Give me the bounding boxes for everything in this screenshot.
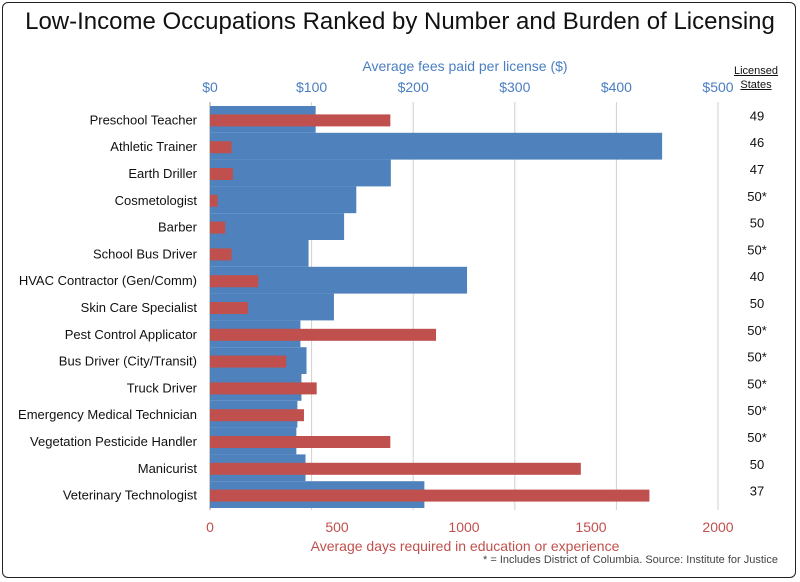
category-label: Athletic Trainer [110,139,197,154]
category-label: Cosmetologist [115,193,198,208]
licensed-states-value: 49 [750,108,764,123]
category-label: Truck Driver [127,380,198,395]
licensed-states-header: Licensed States [728,64,784,92]
category-label: Veterinary Technologist [63,488,198,503]
category-label: HVAC Contractor (Gen/Comm) [19,273,197,288]
licensed-states-value: 50 [750,296,764,311]
category-label: Emergency Medical Technician [18,407,197,422]
category-label: Earth Driller [128,166,197,181]
licensed-states-header-line1: Licensed [733,65,779,77]
days-bar [210,194,218,207]
top-axis-label: Average fees paid per license ($) [362,58,568,74]
days-bar [210,275,259,288]
days-bar [210,489,650,502]
bottom-axis-label: Average days required in education or ex… [310,538,620,554]
days-bar [210,114,391,127]
licensed-states-value: 47 [750,162,764,177]
source-note: * = Includes District of Columbia. Sourc… [483,554,778,566]
top-tick-label: $200 [398,79,429,95]
fees-bar [210,186,357,214]
licensed-states-value: 50* [747,430,767,445]
days-bar [210,141,232,154]
days-bar [210,409,304,422]
bottom-tick-label: 500 [325,519,349,535]
category-label: Manicurist [138,461,198,476]
top-axis-ticks: $0 $100 $200 $300 $400 $500 [202,79,734,95]
days-bar [210,248,232,261]
category-label: Barber [158,220,198,235]
days-bar [210,462,581,475]
top-tick-label: $400 [601,79,632,95]
category-label: Bus Driver (City/Transit) [59,354,197,369]
top-tick-label: $0 [202,79,218,95]
bottom-tick-label: 1000 [448,519,479,535]
licensed-states-header-line2: States [740,79,772,91]
fees-bar [210,159,391,187]
days-series [210,114,650,502]
category-label: Skin Care Specialist [81,300,198,315]
licensed-states-value: 50* [747,242,767,257]
chart-title: Low-Income Occupations Ranked by Number … [25,8,775,35]
category-label: Pest Control Applicator [65,327,198,342]
fees-bar [210,132,663,160]
licensed-states-value: 50* [747,376,767,391]
licensed-states-values: 49 46 47 50* 50 50* 40 50 50* 50* 50* 50* 50* 50 37 [747,108,767,498]
bottom-axis-ticks: 0 500 1000 1500 2000 [206,519,734,535]
days-bar [210,302,249,314]
days-bar [210,436,391,448]
top-tick-label: $500 [702,79,733,95]
licensed-states-value: 40 [750,269,764,284]
fees-bar [210,213,345,240]
bottom-tick-label: 2000 [702,519,733,535]
days-bar [210,355,287,368]
days-bar [210,221,226,234]
licensed-states-value: 37 [750,484,764,499]
category-label: School Bus Driver [93,246,198,261]
days-bar [210,168,233,180]
top-tick-label: $300 [499,79,530,95]
licensed-states-value: 46 [750,135,764,150]
bottom-tick-label: 1500 [575,519,606,535]
licensed-states-value: 50* [747,189,767,204]
bottom-tick-label: 0 [206,519,214,535]
licensed-states-value: 50 [750,457,764,472]
licensed-states-value: 50* [747,403,767,418]
category-label: Preschool Teacher [90,112,198,127]
category-label: Vegetation Pesticide Handler [30,434,198,449]
licensed-states-value: 50* [747,323,767,338]
days-bar [210,328,437,341]
days-bar [210,382,317,395]
top-tick-label: $100 [296,79,327,95]
licensed-states-value: 50 [750,216,764,231]
licensed-states-value: 50* [747,350,767,365]
category-labels: Preschool Teacher Athletic Trainer Earth D… [18,112,198,502]
